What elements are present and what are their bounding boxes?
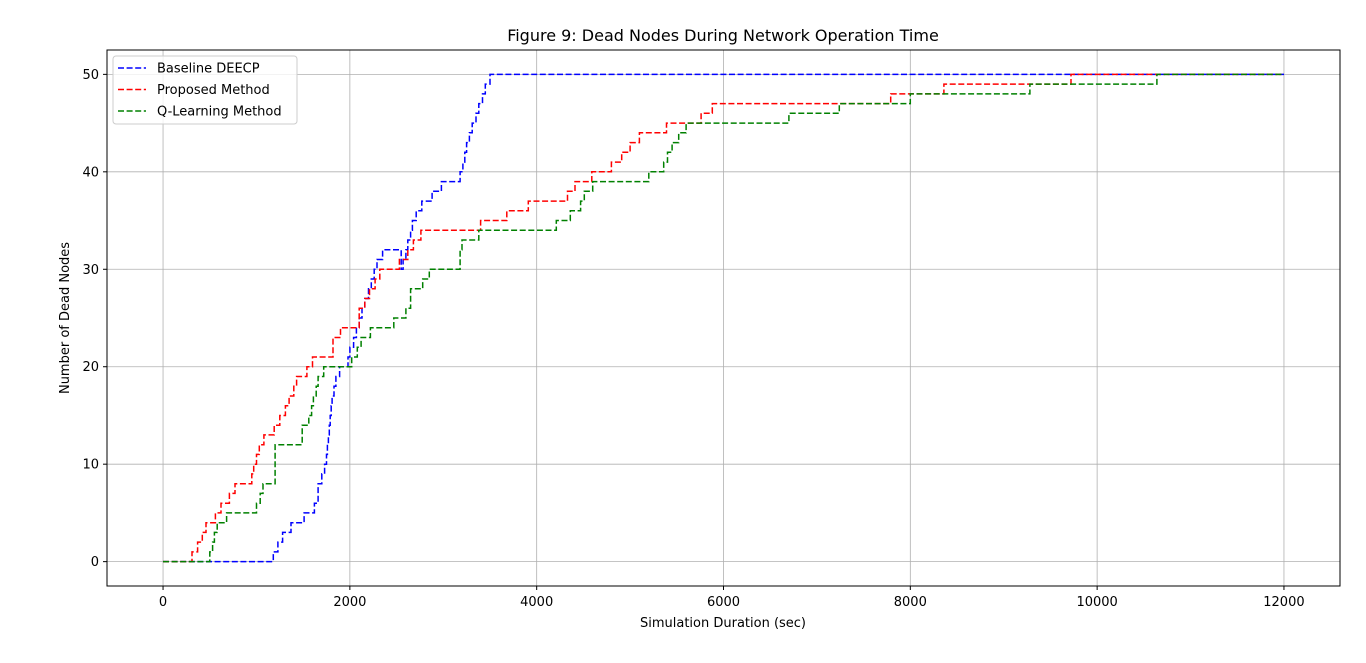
x-tick-label: 0 bbox=[159, 595, 167, 610]
x-tick-label: 10000 bbox=[1076, 595, 1117, 610]
x-tick-label: 8000 bbox=[894, 595, 927, 610]
series-lines bbox=[163, 73, 1284, 563]
y-tick-label: 10 bbox=[82, 458, 99, 473]
y-tick-label: 0 bbox=[91, 555, 99, 570]
legend: Baseline DEECP Proposed Method Q-Learning … bbox=[112, 55, 298, 125]
x-axis-label: Simulation Duration (sec) bbox=[640, 616, 806, 631]
series-line-1 bbox=[163, 73, 1284, 563]
x-tick-label: 12000 bbox=[1263, 595, 1304, 610]
x-tick-label: 2000 bbox=[333, 595, 366, 610]
y-tick-label: 50 bbox=[82, 68, 99, 83]
y-ticks: 0 10 20 30 40 50 bbox=[82, 68, 107, 570]
y-tick-label: 20 bbox=[82, 360, 99, 375]
x-tick-label: 6000 bbox=[707, 595, 740, 610]
legend-label: Q-Learning Method bbox=[157, 105, 282, 120]
legend-label: Baseline DEECP bbox=[157, 62, 260, 77]
y-tick-label: 30 bbox=[82, 263, 99, 278]
series-line-3 bbox=[163, 73, 1284, 563]
legend-box bbox=[112, 55, 298, 125]
grid-lines bbox=[107, 50, 1340, 586]
x-ticks: 0 2000 4000 6000 8000 10000 12000 bbox=[159, 586, 1305, 610]
legend-label: Proposed Method bbox=[157, 83, 270, 98]
series-line-2 bbox=[163, 73, 1284, 563]
chart-title: Figure 9: Dead Nodes During Network Oper… bbox=[507, 26, 939, 45]
y-tick-label: 40 bbox=[82, 165, 99, 180]
y-axis-label: Number of Dead Nodes bbox=[58, 242, 73, 394]
x-tick-label: 4000 bbox=[520, 595, 553, 610]
